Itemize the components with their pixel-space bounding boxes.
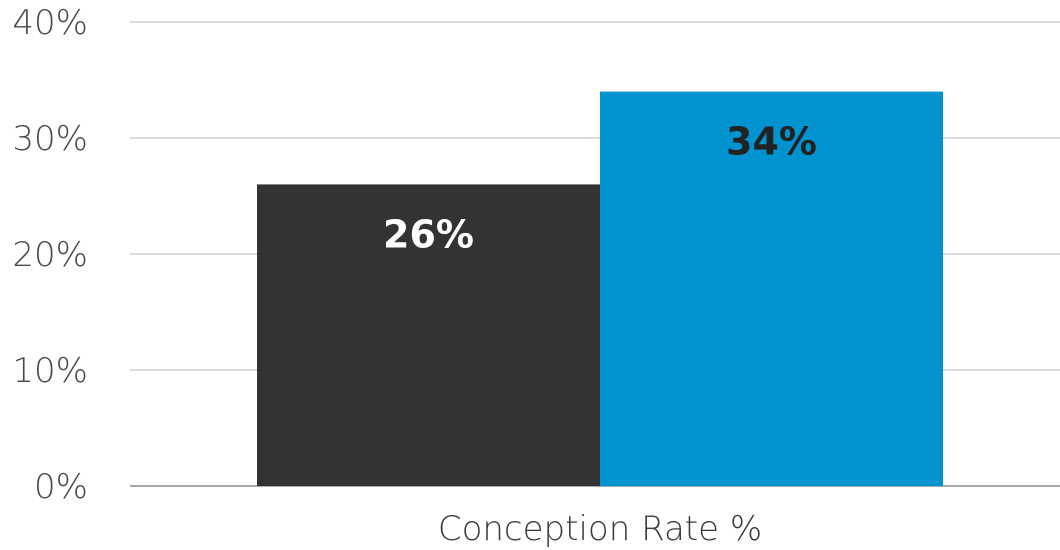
bars bbox=[257, 91, 943, 486]
data-labels: 26% 34% bbox=[383, 120, 817, 257]
y-tick-label: 20% bbox=[12, 235, 88, 275]
category-label: Conception Rate % bbox=[438, 509, 762, 549]
y-tick-label: 0% bbox=[34, 467, 88, 507]
data-label-series-1: 26% bbox=[383, 212, 474, 256]
bar-series-2 bbox=[600, 91, 943, 486]
y-tick-label: 40% bbox=[12, 3, 88, 43]
y-axis: 0% 10% 20% 30% 40% bbox=[12, 3, 88, 507]
y-tick-label: 10% bbox=[12, 351, 88, 391]
y-tick-label: 30% bbox=[12, 119, 88, 159]
x-axis: Conception Rate % bbox=[438, 509, 762, 549]
data-label-series-2: 34% bbox=[726, 120, 817, 164]
bar-series-1 bbox=[257, 184, 600, 486]
